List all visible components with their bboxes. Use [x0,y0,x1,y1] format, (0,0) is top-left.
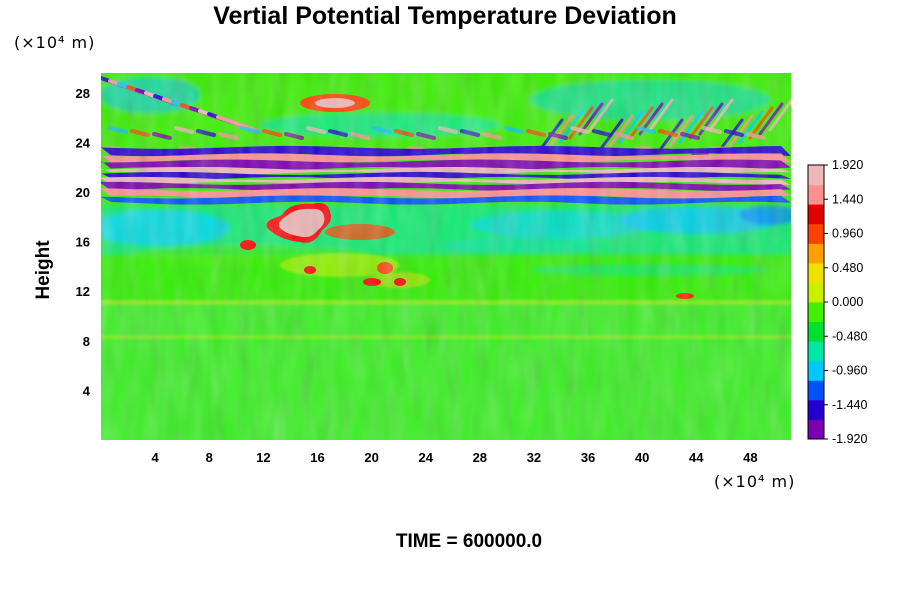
y-tick-label: 16 [76,235,90,250]
colorbar-ticks: 1.920 1.440 0.960 0.480 0.000 -0.480 -0.960 -1.… [824,158,867,446]
y-scale-label: (×10⁴ m) [14,33,96,52]
y-tick-label: 28 [76,86,90,101]
x-tick-label: 4 [152,450,160,465]
colorbar-swatch [808,380,824,401]
colorbar-swatch [808,399,824,420]
x-tick-label: 36 [581,450,595,465]
colorbar-tick-label: -1.440 [832,398,867,412]
colorbar-tick-label: -1.920 [832,432,867,446]
texture [101,73,791,440]
colorbar-swatch [808,360,824,381]
x-tick-label: 40 [635,450,649,465]
colorbar-swatch [808,223,824,244]
y-tick-label: 24 [76,135,91,150]
y-tick-label: 4 [83,383,91,398]
y-tick-label: 12 [76,284,90,299]
time-label: TIME = 600000.0 [395,531,543,552]
x-tick-label: 32 [527,450,541,465]
colorbar-swatch [808,184,824,205]
colorbar-swatch [808,282,824,303]
colorbar-swatch [808,419,824,440]
x-tick-label: 28 [473,450,487,465]
colorbar-tick-label: 1.920 [832,158,863,172]
x-ticks: 4 8 12 16 20 24 28 32 36 40 44 48 [152,450,758,465]
colorbar-swatch [808,204,824,225]
x-tick-label: 44 [689,450,704,465]
x-scale-label: (×10⁴ m) [714,472,796,491]
colorbar-tick-label: 0.960 [832,227,863,241]
y-tick-label: 20 [76,185,90,200]
colorbar [807,164,825,440]
colorbar-tick-label: -0.960 [832,364,867,378]
x-tick-label: 20 [364,450,378,465]
colorbar-swatch [808,302,824,323]
x-tick-label: 12 [256,450,270,465]
colorbar-swatch [808,243,824,264]
x-tick-label: 8 [206,450,213,465]
x-tick-label: 24 [418,450,433,465]
chart-title: Vertial Potential Temperature Deviation [213,2,677,30]
heatmap-field [101,73,791,440]
colorbar-swatch [808,341,824,362]
x-tick-label: 48 [743,450,757,465]
colorbar-tick-label: 0.000 [832,295,863,309]
colorbar-tick-label: -0.480 [832,329,867,343]
x-tick-label: 16 [310,450,324,465]
colorbar-swatch [808,262,824,283]
colorbar-swatch [808,321,824,342]
y-tick-label: 8 [83,334,90,349]
colorbar-swatch [808,165,824,186]
colorbar-tick-label: 0.480 [832,261,863,275]
y-ticks: 4 8 12 16 20 24 28 [76,86,91,399]
colorbar-tick-label: 1.440 [832,192,863,206]
